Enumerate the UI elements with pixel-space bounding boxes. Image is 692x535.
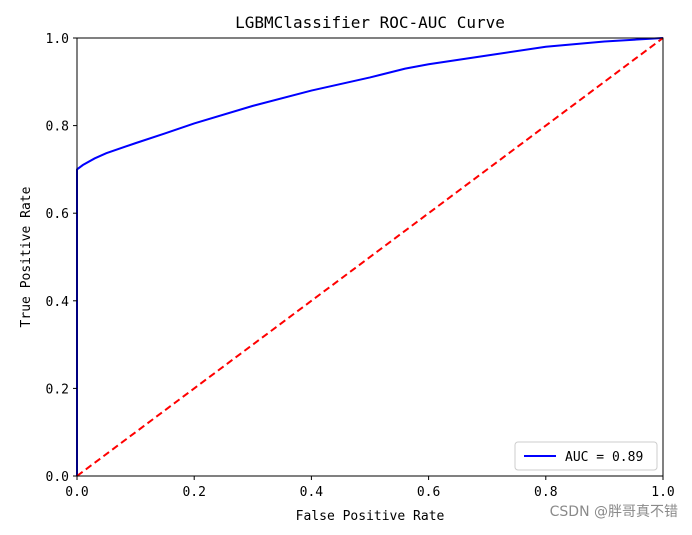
diagonal-reference-line [76,37,664,477]
roc-curve-line [76,37,664,476]
legend-label: AUC = 0.89 [565,450,643,465]
x-tick-label: 0.0 [65,485,88,500]
y-tick-label: 0.4 [46,295,70,310]
x-tick-label: 0.6 [417,485,440,500]
y-tick-label: 0.0 [46,470,69,485]
legend: AUC = 0.89 [514,441,658,471]
y-tick-label: 0.8 [46,120,69,135]
chart-title: LGBMClassifier ROC-AUC Curve [235,13,505,32]
y-tick-label: 1.0 [46,32,69,47]
plot-area: 0.0 0.2 0.4 0.6 0.8 1.0 0.0 0.2 0.4 0.6 0.8 1.0 AUC … [46,32,675,500]
y-tick-label: 0.6 [46,207,69,222]
x-tick-label: 1.0 [651,485,674,500]
plot-frame [76,37,664,477]
x-axis-label: False Positive Rate [296,509,445,524]
x-tick-label: 0.4 [300,485,324,500]
legend-box [514,441,658,471]
y-axis-label: True Positive Rate [19,186,34,327]
x-tick-label: 0.8 [534,485,557,500]
watermark-text: CSDN @胖哥真不错 [549,504,678,520]
y-tick-label: 0.2 [46,382,69,397]
x-tick-label: 0.2 [182,485,205,500]
